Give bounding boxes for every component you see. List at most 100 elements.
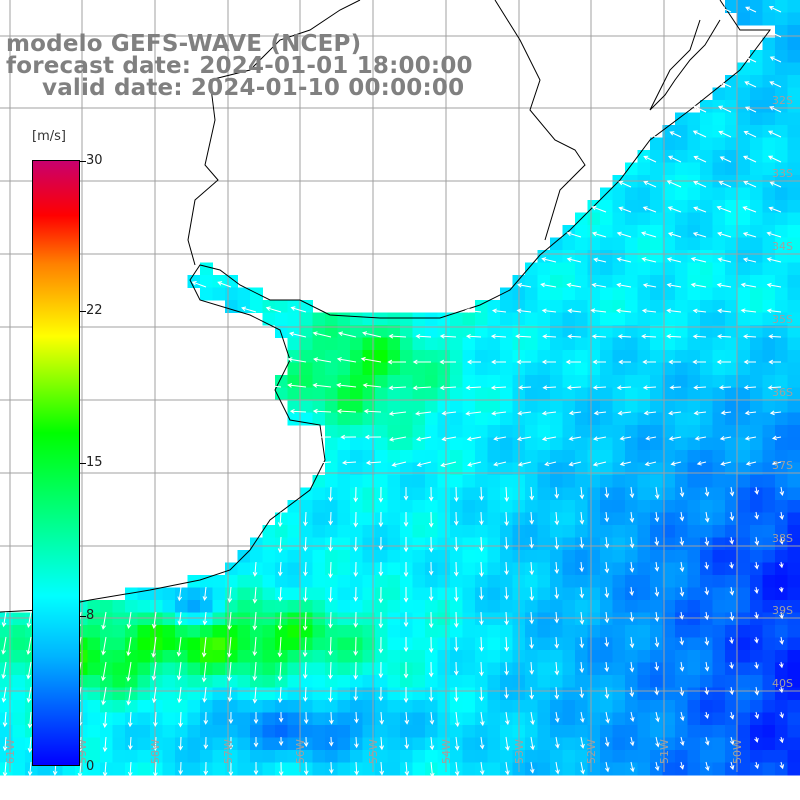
wind-speed-cell (637, 625, 651, 638)
wind-speed-cell (100, 725, 113, 738)
wind-arrow (604, 761, 610, 773)
wind-speed-cell (600, 750, 613, 763)
wind-speed-cell (612, 650, 626, 663)
wind-speed-cell (250, 300, 263, 313)
wind-speed-cell (787, 750, 800, 763)
wind-speed-cell (237, 575, 251, 588)
wind-arrow (453, 561, 459, 577)
wind-arrow (754, 636, 759, 644)
wind-speed-cell (562, 725, 576, 738)
wind-speed-cell (362, 362, 376, 376)
wind-speed-cell (550, 650, 563, 663)
wind-arrow (428, 636, 434, 653)
wind-speed-cell (600, 262, 613, 276)
wind-speed-cell (437, 750, 451, 763)
wind-speed-cell (687, 387, 701, 401)
wind-arrow (768, 359, 782, 365)
wind-speed-cell (375, 562, 388, 576)
wind-speed-cell (212, 712, 226, 726)
wind-speed-cell (700, 750, 713, 763)
wind-speed-cell (737, 287, 751, 301)
wind-speed-cell (400, 400, 413, 413)
wind-speed-cell (525, 700, 538, 713)
wind-speed-cell (662, 662, 676, 676)
wind-speed-cell (600, 200, 613, 213)
wind-arrow (679, 561, 685, 573)
wind-speed-cell (387, 362, 401, 376)
wind-speed-cell (700, 562, 713, 576)
wind-speed-cell (625, 700, 638, 713)
wind-speed-cell (287, 587, 301, 601)
wind-speed-cell (687, 187, 701, 201)
wind-speed-cell (700, 225, 713, 238)
wind-speed-cell (637, 250, 651, 263)
wind-speed-cell (500, 437, 513, 451)
wind-speed-cell (475, 675, 488, 688)
wind-speed-cell (725, 525, 738, 538)
wind-speed-cell (750, 75, 763, 88)
wind-arrow (328, 686, 333, 703)
wind-speed-cell (787, 112, 800, 126)
wind-speed-cell (675, 500, 688, 513)
wind-arrow (228, 711, 234, 724)
wind-speed-cell (625, 462, 638, 476)
wind-speed-cell (550, 312, 563, 326)
wind-arrow (566, 282, 582, 288)
wind-arrow (353, 561, 359, 578)
wind-arrow (779, 711, 784, 719)
wind-speed-cell (775, 325, 788, 338)
wind-speed-cell (612, 312, 626, 326)
wind-speed-cell (662, 537, 676, 551)
wind-speed-cell (537, 537, 551, 551)
wind-arrow (1, 611, 7, 628)
wind-speed-cell (325, 537, 338, 551)
wind-speed-cell (737, 575, 751, 588)
wind-speed-cell (325, 562, 338, 576)
wind-speed-cell (325, 400, 338, 413)
wind-speed-cell (487, 725, 501, 738)
wind-speed-cell (250, 600, 263, 613)
wind-arrow (629, 586, 634, 596)
wind-speed-cell (362, 750, 376, 763)
wind-speed-cell (462, 312, 476, 326)
wind-speed-cell (787, 187, 800, 201)
wind-speed-cell (662, 275, 676, 288)
wind-speed-cell (775, 500, 788, 513)
wind-speed-cell (650, 450, 663, 463)
wind-speed-cell (525, 462, 538, 476)
wind-speed-cell (575, 275, 588, 288)
wind-speed-cell (612, 562, 626, 576)
wind-speed-cell (362, 612, 376, 626)
wind-speed-cell (625, 325, 638, 338)
wind-speed-cell (125, 712, 138, 726)
forecast-date: forecast date: 2024-01-01 18:00:00 (6, 53, 473, 79)
wind-arrow (654, 661, 660, 672)
wind-speed-cell (250, 537, 263, 551)
wind-arrow (126, 636, 132, 657)
wind-speed-cell (362, 650, 376, 663)
wind-speed-cell (462, 387, 476, 401)
wind-speed-cell (462, 687, 476, 701)
wind-speed-cell (87, 675, 101, 688)
wind-speed-cell (325, 437, 338, 451)
wind-speed-cell (437, 712, 451, 726)
wind-speed-cell (712, 712, 726, 726)
latitude-label: 38S (772, 532, 793, 545)
wind-speed-cell (612, 425, 626, 438)
wind-speed-cell (625, 300, 638, 313)
wind-speed-cell (775, 237, 788, 251)
wind-speed-cell (700, 112, 713, 126)
wind-arrow (669, 385, 682, 390)
wind-speed-cell (425, 425, 438, 438)
wind-speed-cell (662, 425, 676, 438)
wind-speed-cell (362, 387, 376, 401)
wind-speed-cell (762, 187, 776, 201)
wind-speed-cell (612, 450, 626, 463)
wind-speed-cell (462, 525, 476, 538)
wind-speed-cell (425, 375, 438, 388)
wind-arrow (754, 586, 759, 594)
wind-speed-cell (200, 612, 213, 626)
wind-arrow (336, 382, 357, 388)
wind-speed-cell (612, 212, 626, 226)
wind-arrow (388, 436, 407, 442)
